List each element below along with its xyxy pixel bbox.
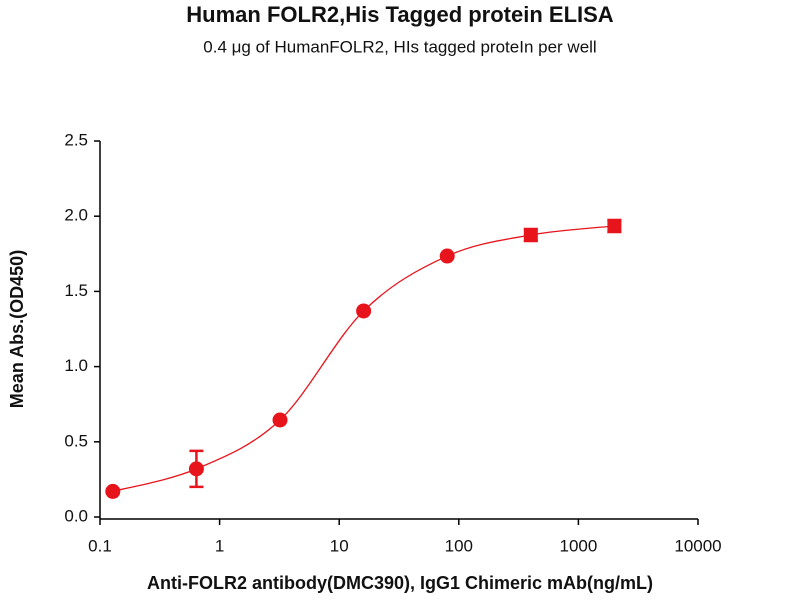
x-tick-label: 1000 [559, 536, 597, 555]
y-tick-label: 2.5 [64, 130, 88, 149]
x-axis-label: Anti-FOLR2 antibody(DMC390), IgG1 Chimer… [147, 573, 653, 593]
y-tick-label: 2.0 [64, 206, 88, 225]
chart-subtitle: 0.4 μg of HumanFOLR2, HIs tagged proteIn… [203, 37, 596, 56]
y-axis-label: Mean Abs.(OD450) [7, 250, 27, 408]
x-tick-label: 10 [330, 536, 349, 555]
data-point [439, 248, 455, 264]
x-tick-label: 10000 [674, 536, 721, 555]
x-tick-label: 100 [445, 536, 473, 555]
data-point [356, 303, 372, 319]
data-point [607, 218, 622, 233]
fit-curve [112, 225, 615, 493]
x-tick-label: 1 [215, 536, 224, 555]
data-point [105, 483, 121, 499]
y-tick-label: 1.0 [64, 356, 88, 375]
y-tick-label: 1.5 [64, 281, 88, 300]
chart-title: Human FOLR2,His Tagged protein ELISA [186, 2, 614, 27]
data-point [272, 412, 288, 428]
x-tick-label: 0.1 [88, 536, 112, 555]
data-point [188, 461, 204, 477]
y-tick-label: 0.5 [64, 431, 88, 450]
data-point [523, 228, 538, 242]
y-tick-label: 0.0 [64, 506, 88, 525]
